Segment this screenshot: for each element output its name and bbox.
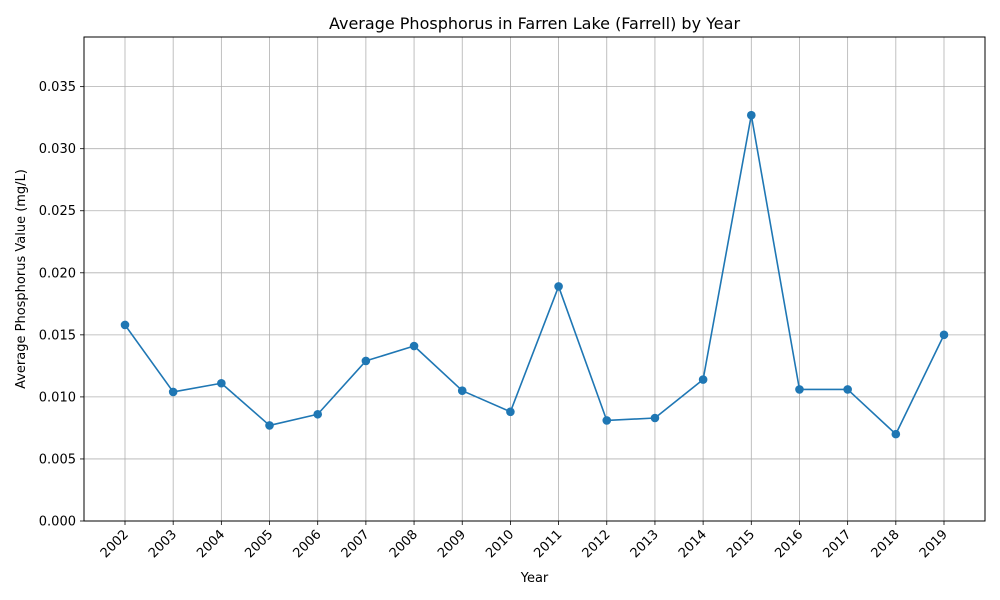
data-point [361, 356, 371, 366]
data-point [891, 429, 901, 439]
data-point [650, 413, 660, 423]
y-axis-ticks: 0.000 0.005 0.010 0.015 0.020 0.025 0.030 0.035 [39, 80, 84, 530]
data-point [746, 110, 756, 120]
plot-frame [83, 36, 986, 522]
y-tick-label: 0.000 [39, 515, 76, 530]
y-axis-label: Average Phosphorus Value (mg/L) [14, 169, 29, 389]
data-point [554, 282, 563, 291]
y-tick-label: 0.025 [39, 204, 76, 219]
series-line [124, 114, 945, 435]
grid [84, 37, 985, 522]
data-point [506, 407, 515, 417]
data-point [313, 409, 323, 419]
data-point [457, 386, 467, 395]
data-point [265, 421, 274, 430]
chart-title: Average Phosphorus in Farren Lake (Farre… [329, 14, 740, 33]
data-point [168, 387, 178, 397]
data-point [795, 385, 804, 394]
y-tick-label: 0.035 [39, 80, 76, 95]
data-point [409, 341, 419, 351]
data-point [217, 378, 226, 388]
y-tick-label: 0.010 [39, 390, 76, 405]
y-tick-label: 0.030 [39, 142, 76, 157]
y-tick-label: 0.020 [39, 266, 76, 281]
data-point [939, 330, 949, 340]
data-point [698, 375, 708, 384]
series-layer [120, 110, 949, 439]
data-point [843, 385, 852, 394]
data-point [120, 320, 130, 330]
y-tick-label: 0.005 [39, 452, 76, 467]
data-point [602, 416, 612, 425]
y-tick-label: 0.015 [39, 328, 76, 343]
x-axis-label: Year [520, 571, 549, 586]
